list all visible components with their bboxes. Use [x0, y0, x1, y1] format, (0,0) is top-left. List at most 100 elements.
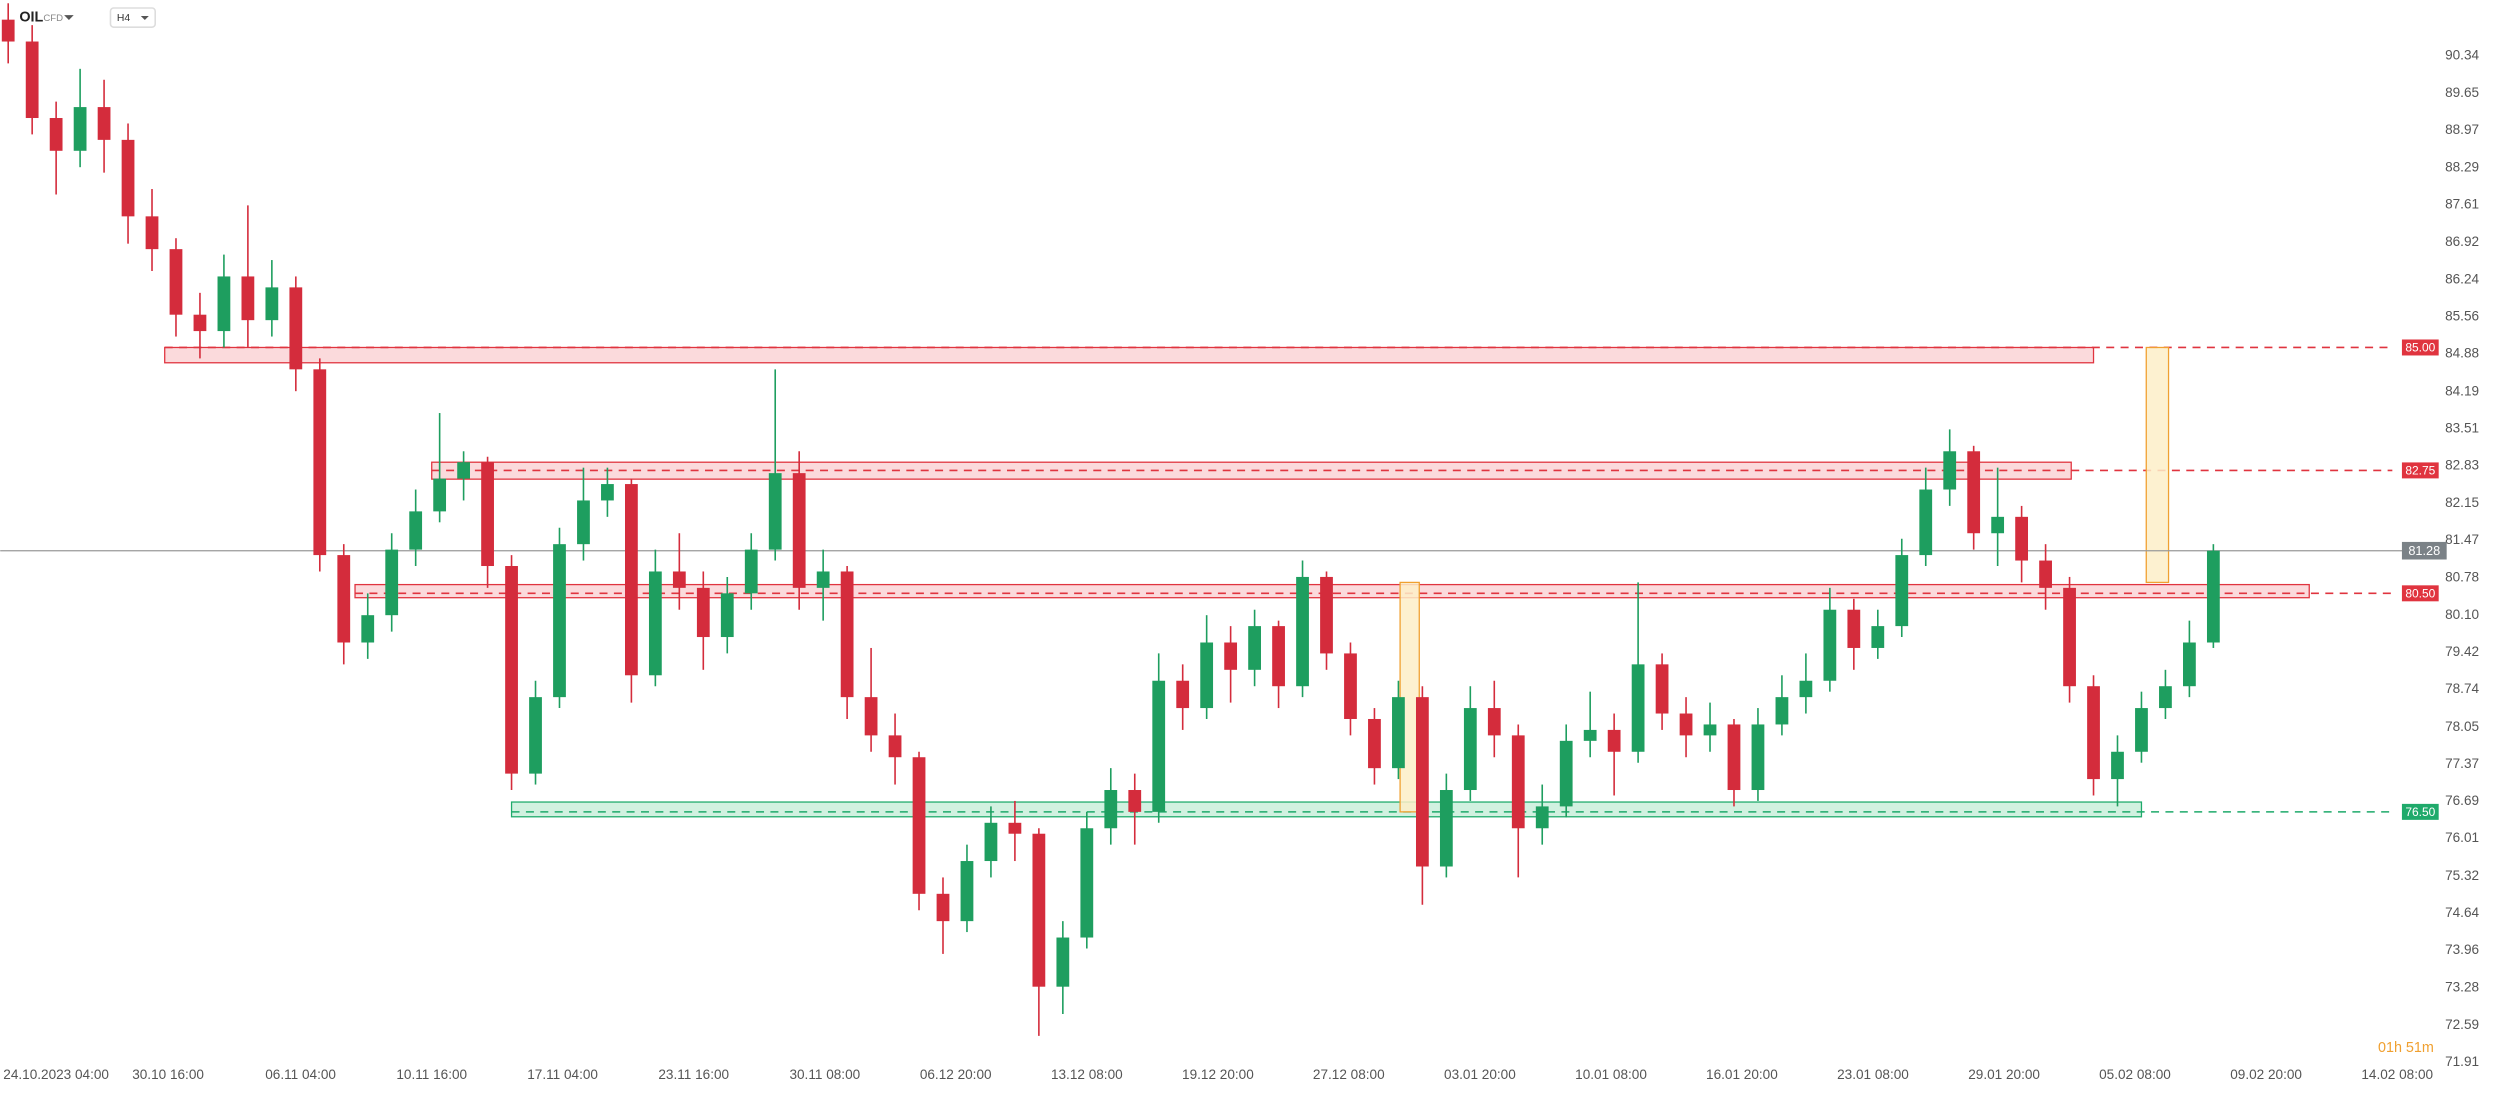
candle-body: [1535, 806, 1549, 829]
candle-body: [984, 822, 998, 862]
candle-body: [1967, 451, 1981, 534]
candle-body: [2087, 686, 2100, 780]
candle-body: [121, 139, 135, 217]
candle-body: [1008, 822, 1022, 834]
x-tick-label: 27.12 08:00: [1313, 1067, 1385, 1082]
y-tick-label: 81.47: [2445, 532, 2479, 547]
last-price-label: 81.28: [2408, 543, 2440, 558]
candle-body: [1032, 833, 1046, 987]
candle-body: [1943, 451, 1957, 490]
candle-body: [1128, 790, 1142, 812]
candle-body: [145, 216, 159, 250]
candle-body: [361, 615, 375, 643]
candle-body: [1224, 642, 1238, 670]
candle-body: [409, 511, 423, 550]
candle-body: [1056, 937, 1070, 987]
last-price-box: [2401, 541, 2447, 560]
candle-body: [1583, 729, 1597, 741]
candle-body: [1296, 576, 1309, 687]
candle-body: [1, 19, 15, 42]
y-tick-label: 84.88: [2445, 346, 2479, 361]
x-tick-label: 06.12 20:00: [920, 1067, 992, 1082]
candle-body: [672, 571, 686, 588]
candle-body: [1104, 790, 1118, 829]
candle-body: [25, 41, 39, 119]
candle-body: [505, 566, 518, 774]
candle-body: [1991, 516, 2005, 534]
y-tick-label: 75.32: [2445, 868, 2479, 883]
candle-body: [601, 484, 614, 501]
candle-body: [553, 544, 566, 698]
y-tick-label: 88.29: [2445, 159, 2479, 174]
timeframe-select[interactable]: [109, 7, 157, 28]
candle-body: [1248, 626, 1261, 670]
candle-body: [1751, 724, 1765, 791]
y-tick-label: 73.96: [2445, 942, 2479, 957]
candle-body: [2206, 550, 2220, 643]
candle-body: [457, 462, 471, 479]
candle-body: [696, 587, 710, 638]
candle-body: [1895, 555, 1909, 627]
candle-body: [1272, 626, 1285, 687]
x-tick-label: 16.01 20:00: [1706, 1067, 1778, 1082]
y-tick-label: 86.92: [2445, 234, 2479, 249]
candle-body: [888, 735, 902, 758]
candle-body: [960, 861, 974, 922]
y-tick-label: 82.15: [2445, 495, 2479, 510]
candle-body: [1823, 609, 1837, 681]
y-tick-label: 76.01: [2445, 830, 2479, 845]
y-tick-label: 78.05: [2445, 719, 2479, 734]
candle-body: [936, 893, 950, 922]
candle-body: [2039, 560, 2052, 588]
y-tick-label: 90.34: [2445, 47, 2479, 62]
timeframe-caret: [140, 15, 149, 20]
y-tick-label: 78.74: [2445, 681, 2479, 696]
candle-body: [577, 500, 590, 545]
candle-body: [720, 593, 734, 638]
y-tick-label: 84.19: [2445, 383, 2479, 398]
y-tick-label: 89.65: [2445, 85, 2479, 100]
candle-body: [2183, 642, 2196, 687]
x-tick-label: 10.11 16:00: [396, 1067, 467, 1082]
header: OIL CFD H4: [19, 7, 157, 28]
symbol-dropdown[interactable]: [64, 15, 74, 20]
x-tick-label: 14.02 08:00: [2361, 1067, 2433, 1082]
y-tick-label: 85.56: [2445, 308, 2479, 323]
candle-body: [768, 473, 782, 550]
candle-body: [2159, 686, 2172, 709]
candle-body: [169, 249, 183, 315]
y-tick-label: 74.64: [2445, 905, 2479, 920]
candle-body: [1487, 708, 1501, 736]
candle-body: [1775, 697, 1789, 725]
candle-body: [1799, 680, 1813, 698]
candle-body: [744, 549, 758, 594]
x-tick-label: 19.12 20:00: [1182, 1067, 1254, 1082]
symbol: OIL: [19, 9, 43, 25]
candle-body: [1439, 790, 1453, 867]
candle-body: [1511, 735, 1525, 829]
candle-body: [529, 697, 542, 774]
candle-body: [840, 571, 854, 698]
candle-body: [864, 697, 878, 736]
y-tick-label: 77.37: [2445, 756, 2479, 771]
candle-body: [2063, 587, 2076, 687]
candle-body: [648, 571, 662, 676]
level-label: 82.75: [2405, 463, 2435, 477]
candle-body: [1320, 576, 1333, 654]
candle-body: [217, 276, 231, 332]
candle-body: [1679, 713, 1693, 736]
y-tick-label: 87.61: [2445, 196, 2479, 211]
candle-body: [1655, 664, 1669, 714]
candle-body: [2111, 751, 2124, 780]
instrument: CFD: [43, 13, 63, 24]
candle-body: [481, 462, 494, 567]
level-label: 76.50: [2405, 805, 2435, 819]
candle-body: [1344, 653, 1357, 719]
candle-body: [289, 287, 303, 370]
x-tick-label: 13.12 08:00: [1051, 1067, 1123, 1082]
candle-body: [1871, 626, 1885, 648]
candle-body: [433, 478, 447, 512]
candle-body: [1847, 609, 1861, 648]
